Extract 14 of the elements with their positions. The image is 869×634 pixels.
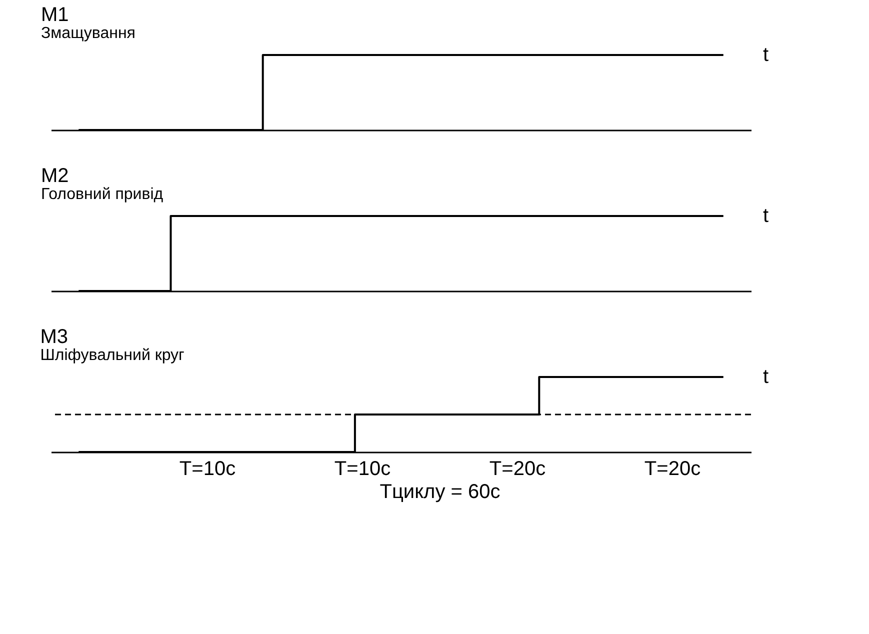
chart-title: Головний привід bbox=[41, 186, 164, 203]
text: T=20с bbox=[488, 458, 547, 481]
text: T=20с bbox=[643, 458, 702, 481]
x-axis-title: t bbox=[763, 44, 769, 66]
text: T=10с bbox=[333, 458, 392, 481]
chart-title: Змащування bbox=[41, 25, 136, 42]
x-axis-title: t bbox=[763, 366, 769, 388]
text: T=10с bbox=[178, 458, 237, 481]
y-axis-title: M2 bbox=[41, 165, 69, 187]
chart-title: Шліфувальний круг bbox=[40, 347, 185, 364]
x-axis-title: t bbox=[763, 205, 769, 227]
y-axis-title: M1 bbox=[41, 4, 69, 26]
y-axis-title: M3 bbox=[40, 326, 68, 348]
text: Тциклу = 60с bbox=[378, 481, 502, 504]
